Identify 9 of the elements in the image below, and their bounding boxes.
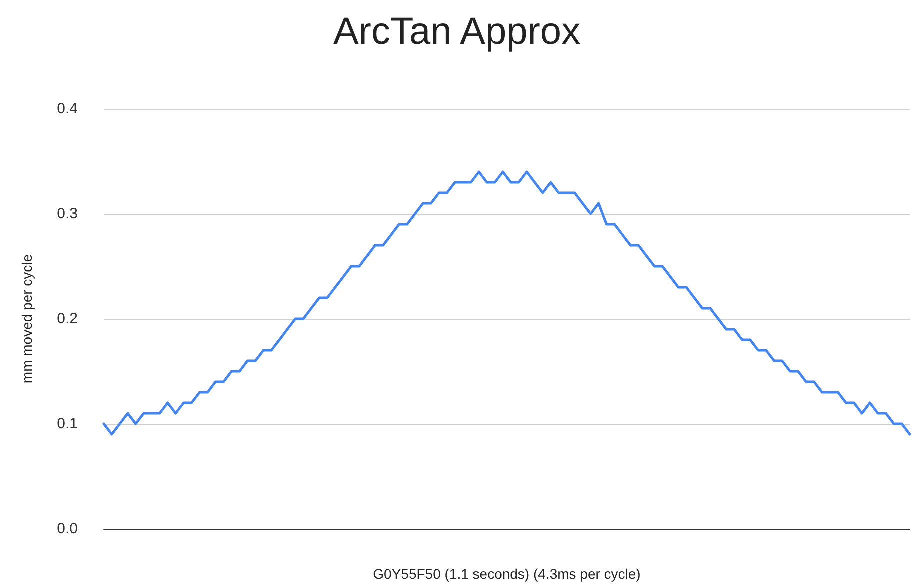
y-tick-label: 0.0 xyxy=(57,520,78,538)
y-tick-label: 0.1 xyxy=(57,416,78,432)
y-axis-title: mm moved per cycle xyxy=(19,254,35,384)
y-tick-label: 0.4 xyxy=(57,100,78,118)
chart-title: ArcTan Approx xyxy=(333,11,581,53)
y-tick-label: 0.2 xyxy=(57,310,78,328)
x-axis-title: G0Y55F50 (1.1 seconds) (4.3ms per cycle) xyxy=(373,566,641,582)
y-tick-label: 0.3 xyxy=(57,206,78,222)
line-series xyxy=(102,170,912,436)
